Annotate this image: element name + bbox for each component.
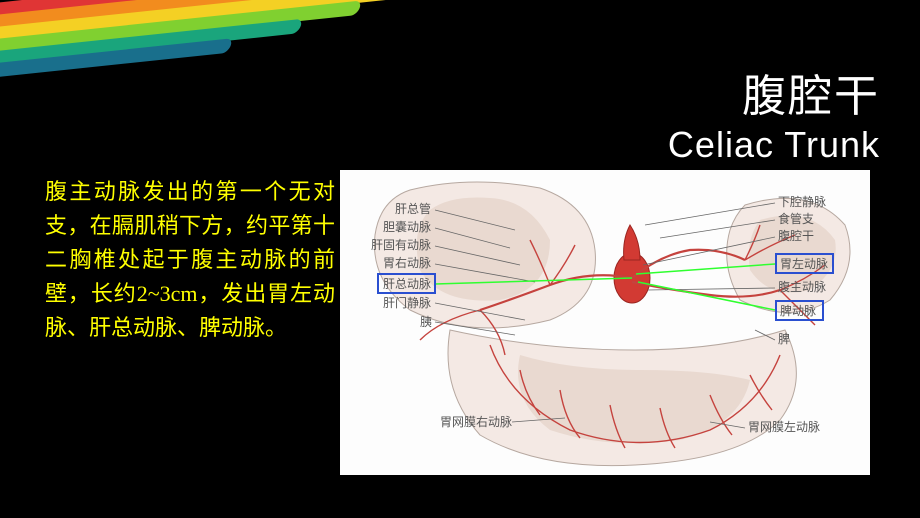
diagram-label-right-gastroepiploic: 胃网膜右动脉 [440, 414, 512, 429]
diagram-label-right-gastric-artery: 胃右动脉 [383, 255, 431, 270]
title-en: Celiac Trunk [668, 124, 880, 166]
diagram-label-hepatic-duct: 肝总管 [395, 201, 431, 216]
diagram-label-cystic-artery: 胆囊动脉 [383, 219, 431, 234]
diagram-label-inferior-vena-cava: 下腔静脉 [778, 194, 826, 209]
anatomical-diagram: 肝总管 胆囊动脉 肝固有动脉 胃右动脉 肝总动脉 肝门静脉 胰 胃网膜右动脉 下… [340, 170, 870, 475]
accent-swoosh [0, 0, 506, 111]
diagram-label-left-gastroepiploic: 胃网膜左动脉 [748, 419, 820, 434]
diagram-label-pancreas: 胰 [420, 315, 432, 329]
diagram-label-celiac-trunk: 腹腔干 [778, 228, 814, 243]
body-paragraph: 腹主动脉发出的第一个无对支，在膈肌稍下方，约平第十二胸椎处起于腹主动脉的前壁，长… [45, 175, 335, 345]
diagram-label-abdominal-aorta: 腹主动脉 [778, 279, 826, 294]
diagram-label-common-hepatic-artery: 肝总动脉 [383, 276, 431, 291]
diagram-label-esophageal-branch: 食管支 [778, 211, 814, 226]
diagram-label-spleen: 脾 [778, 331, 790, 346]
diagram-label-portal-vein: 肝门静脉 [383, 295, 431, 310]
diagram-label-splenic-artery: 脾动脉 [780, 303, 816, 318]
diagram-label-left-gastric-artery: 胃左动脉 [780, 256, 828, 271]
title-cn: 腹腔干 [668, 60, 880, 124]
diagram-label-proper-hepatic-artery: 肝固有动脉 [371, 237, 431, 252]
slide-title: 腹腔干 Celiac Trunk [668, 60, 880, 166]
